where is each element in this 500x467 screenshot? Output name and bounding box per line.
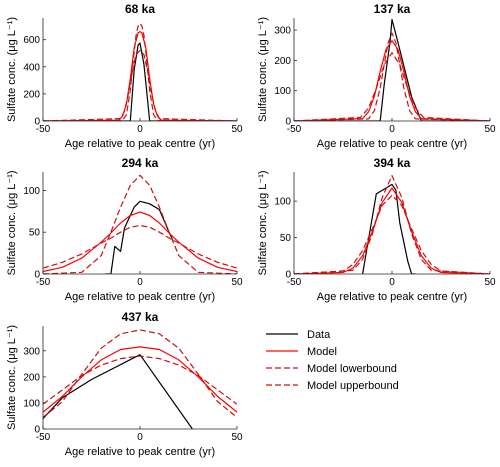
legend-label-data: Data: [307, 329, 331, 341]
x-tick-label: 50: [231, 277, 243, 288]
y-tick-label: 200: [23, 89, 40, 100]
x-tick-label: 0: [389, 124, 395, 135]
series-model: [43, 211, 237, 273]
x-tick-label: 50: [231, 432, 243, 443]
series-data: [294, 18, 490, 121]
legend-label-upperbound: Model upperbound: [307, 380, 399, 392]
y-tick-label: 0: [285, 270, 291, 281]
series-model-lowerbound: [43, 224, 237, 269]
y-tick-label: 200: [274, 56, 291, 67]
y-axis-label: Sulfate conc. (μg L⁻¹): [257, 17, 269, 122]
x-tick-label: 0: [137, 432, 143, 443]
y-tick-label: 300: [274, 26, 291, 37]
panel-title: 137 ka: [374, 2, 411, 16]
series-model-lowerbound: [294, 52, 490, 121]
x-axis-label: Age relative to peak centre (yr): [317, 291, 467, 303]
x-axis-label: Age relative to peak centre (yr): [65, 446, 215, 458]
y-tick-label: 100: [274, 197, 291, 208]
panel-title: 394 ka: [374, 156, 411, 170]
y-tick-label: 0: [34, 425, 40, 436]
series-data: [43, 354, 193, 429]
series-model-lowerbound: [43, 355, 237, 405]
y-tick-label: 0: [285, 117, 291, 128]
legend-label-model: Model: [307, 346, 337, 358]
series-model-upperbound: [43, 329, 237, 418]
x-tick-label: 50: [484, 124, 496, 135]
panel-title: 68 ka: [125, 2, 155, 16]
x-tick-label: 50: [484, 277, 496, 288]
y-tick-label: 200: [23, 372, 40, 383]
y-axis-label: Sulfate conc. (μg L⁻¹): [6, 170, 18, 275]
series-model-lowerbound: [43, 49, 237, 121]
y-tick-label: 50: [280, 233, 292, 244]
x-axis-label: Age relative to peak centre (yr): [317, 138, 467, 150]
y-axis-label: Sulfate conc. (μg L⁻¹): [6, 17, 18, 122]
y-tick-label: 100: [23, 186, 40, 197]
y-axis-label: Sulfate conc. (μg L⁻¹): [257, 170, 269, 275]
y-tick-label: 300: [23, 346, 40, 357]
x-tick-label: 0: [389, 277, 395, 288]
series-data: [362, 183, 416, 274]
y-tick-label: 0: [34, 117, 40, 128]
series-data: [105, 200, 174, 274]
series-model-lowerbound: [294, 194, 490, 274]
legend: Data Model Model lowerbound Model upperb…: [266, 329, 399, 392]
series-model-upperbound: [294, 32, 490, 121]
x-tick-label: -50: [287, 277, 302, 288]
series-model-upperbound: [294, 175, 490, 274]
x-tick-label: 0: [137, 124, 143, 135]
series-model-upperbound: [43, 22, 237, 121]
y-tick-label: 100: [274, 86, 291, 97]
series-model: [294, 40, 490, 121]
panel-title: 437 ka: [122, 310, 159, 324]
x-tick-label: -50: [36, 277, 51, 288]
series-model-upperbound: [43, 174, 237, 274]
series-model: [294, 187, 490, 274]
y-tick-label: 600: [23, 35, 40, 46]
legend-label-lowerbound: Model lowerbound: [307, 363, 397, 375]
x-axis-label: Age relative to peak centre (yr): [65, 291, 215, 303]
x-tick-label: -50: [36, 432, 51, 443]
y-axis-label: Sulfate conc. (μg L⁻¹): [6, 325, 18, 430]
series-data: [43, 42, 237, 121]
y-tick-label: 0: [34, 270, 40, 281]
y-tick-label: 400: [23, 62, 40, 73]
x-tick-label: -50: [36, 124, 51, 135]
x-tick-label: 50: [231, 124, 243, 135]
x-tick-label: 0: [137, 277, 143, 288]
y-tick-label: 100: [23, 398, 40, 409]
panel-title: 294 ka: [122, 156, 159, 170]
series-model: [43, 346, 237, 413]
x-tick-label: -50: [287, 124, 302, 135]
y-tick-label: 50: [29, 228, 41, 239]
x-axis-label: Age relative to peak centre (yr): [65, 138, 215, 150]
